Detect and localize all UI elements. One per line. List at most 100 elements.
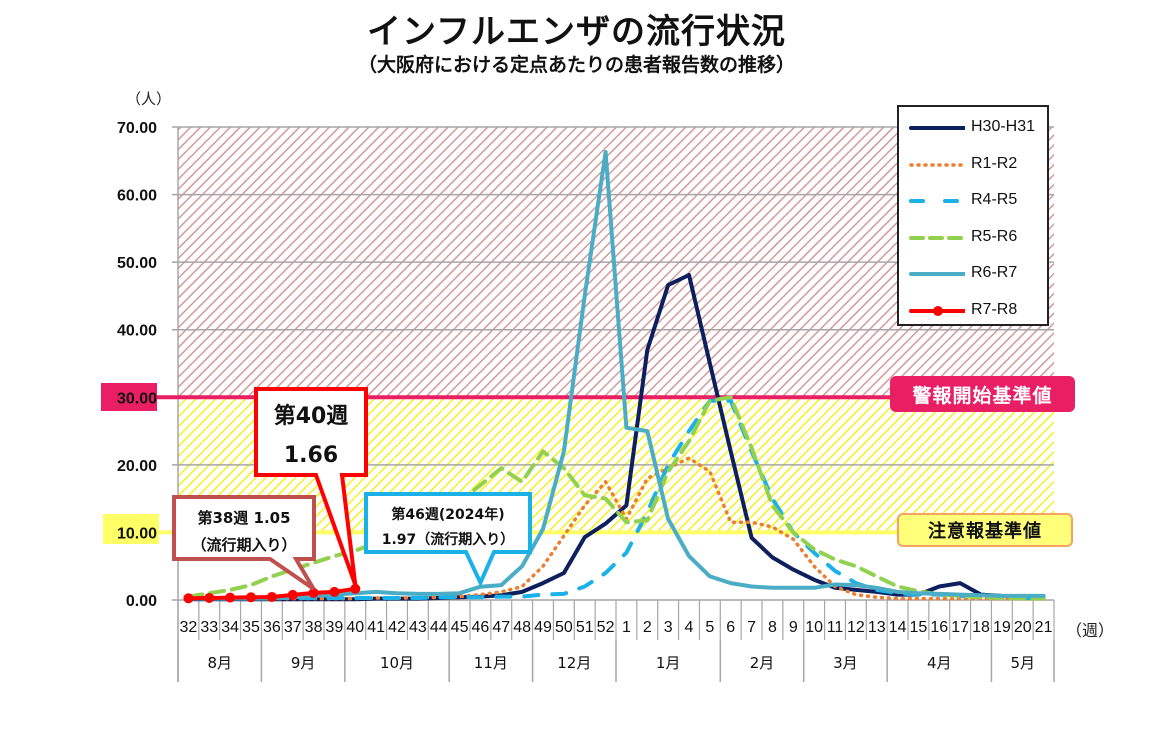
x-tick-label: 33 (200, 619, 218, 636)
x-tick-label: 12 (847, 619, 865, 636)
x-tick-label: 1 (622, 619, 631, 636)
month-label: 3月 (833, 654, 858, 672)
month-label: 5月 (1010, 654, 1035, 672)
x-tick-label: 42 (388, 619, 406, 636)
x-tick-label: 9 (789, 619, 798, 636)
month-label: 9月 (291, 654, 316, 672)
x-tick-label: 11 (827, 619, 844, 636)
callout-week38-box (172, 495, 316, 591)
x-tick-label: 2 (643, 619, 652, 636)
x-tick-label: 5 (705, 619, 714, 636)
legend-label: R7-R8 (971, 300, 1018, 318)
x-tick-label: 48 (513, 619, 531, 636)
x-tick-label: 38 (305, 619, 323, 636)
month-label: 8月 (207, 654, 232, 672)
series-line-r4-r5 (186, 398, 1046, 600)
legend-swatch (909, 235, 965, 240)
x-tick-label: 7 (747, 619, 756, 636)
callout-week38-text: （流行期入り） (191, 536, 296, 554)
x-tick-label: 41 (367, 619, 385, 636)
data-point-r7-r8 (308, 587, 319, 598)
warning-threshold-badge: 注意報基準値 (897, 513, 1073, 547)
callout-week40-box (254, 387, 368, 586)
x-tick-label: 36 (263, 619, 281, 636)
callout-week46-box (364, 492, 532, 588)
month-label: 4月 (927, 654, 952, 672)
x-tick-label: 45 (451, 619, 469, 636)
chart-title: インフルエンザの流行状況 (367, 12, 786, 52)
x-tick-label: 3 (664, 619, 673, 636)
x-tick-label: 21 (1035, 619, 1053, 636)
legend-item: H30-H31 (909, 115, 1035, 139)
y-tick-label: 0.00 (126, 593, 157, 610)
x-tick-label: 20 (1014, 619, 1032, 636)
legend-label: R4-R5 (971, 191, 1018, 208)
x-axis-unit: （週） (1066, 621, 1115, 640)
y-tick-10-highlight (103, 514, 159, 544)
x-tick-label: 50 (555, 619, 573, 636)
callout-week46-text: 第46週(2024年) (391, 506, 504, 523)
legend-item: R4-R5 (909, 188, 1017, 212)
month-label: 12月 (557, 654, 591, 672)
y-tick-label: 50.00 (117, 255, 157, 272)
callouts: 第38週 1.05 （流行期入り） 第46週(2024年) 1.97（流行期入り） 第4… (172, 387, 532, 591)
y-tick-30-highlight (101, 383, 157, 411)
x-tick-label: 8 (768, 619, 777, 636)
legend-label: R6-R7 (971, 264, 1018, 281)
legend-swatch (909, 126, 965, 130)
x-tick-label: 51 (576, 619, 594, 636)
data-point-r7-r8 (329, 586, 340, 597)
y-axis-ticks: 0.00 10.00 20.00 30.00 40.00 50.00 60.00 70.00 (117, 120, 157, 610)
data-point-r7-r8 (183, 593, 194, 604)
x-tick-label: 32 (180, 619, 198, 636)
x-tick-label: 14 (889, 619, 907, 636)
y-tick-label: 70.00 (117, 120, 157, 137)
x-tick-label: 4 (685, 619, 694, 636)
x-tick-label: 47 (492, 619, 510, 636)
legend-label: R5-R6 (971, 227, 1018, 245)
data-point-r7-r8 (246, 592, 256, 603)
x-tick-label: 37 (284, 619, 302, 636)
data-point-r7-r8 (225, 592, 236, 603)
y-tick-label: 60.00 (117, 188, 157, 205)
legend-item: R5-R6 (909, 225, 1017, 249)
callout-week40-text: 第40週 (274, 403, 349, 429)
month-label: 1月 (656, 654, 681, 672)
chart-subtitle: （大阪府における定点あたりの患者報告数の推移） (357, 54, 795, 76)
legend-label: R1-R2 (971, 154, 1018, 172)
x-tick-label: 16 (930, 619, 948, 636)
x-tick-label: 15 (910, 619, 928, 636)
x-tick-label: 19 (993, 619, 1011, 636)
data-point-r7-r8 (287, 589, 298, 600)
x-tick-label: 43 (409, 619, 427, 636)
x-tick-label: 18 (972, 619, 990, 636)
x-tick-label: 52 (597, 619, 615, 636)
x-tick-label: 49 (534, 619, 552, 636)
data-point-r7-r8 (350, 583, 361, 594)
data-point-r7-r8 (266, 591, 277, 602)
x-tick-label: 46 (472, 619, 490, 636)
x-tick-label: 34 (221, 619, 239, 636)
y-tick-label: 20.00 (117, 458, 157, 475)
legend-label: H30-H31 (971, 118, 1036, 135)
callout-week38-text: 第38週 1.05 (197, 509, 290, 527)
legend-item: R1-R2 (909, 152, 1017, 176)
x-tick-label: 6 (726, 619, 735, 636)
month-label: 10月 (380, 654, 414, 672)
x-tick-label: 40 (346, 619, 364, 636)
callout-week40-text: 1.66 (284, 443, 338, 468)
series-lines (183, 150, 1046, 604)
legend-item: R6-R7 (909, 261, 1017, 285)
y-tick-label: 10.00 (117, 525, 157, 542)
x-tick-label: 10 (805, 619, 823, 636)
x-tick-label: 39 (326, 619, 344, 636)
series-line-r5-r6 (186, 395, 1046, 601)
month-label: 11月 (474, 654, 508, 672)
y-axis-unit: （人） (126, 90, 172, 108)
legend: H30-H31 R1-R2 R4-R5 R5-R6 R6-R7 R7-R8 (897, 105, 1049, 326)
x-axis: 32 33 34 35 36 37 38 39 40 41 42 43 44 45 46 47 48 49 50 51… (177, 600, 1055, 682)
alarm-threshold-badge: 警報開始基準値 (890, 376, 1075, 412)
callout-week46-text: 1.97（流行期入り） (382, 531, 515, 548)
legend-swatch (909, 305, 965, 316)
x-tick-label: 17 (951, 619, 969, 636)
